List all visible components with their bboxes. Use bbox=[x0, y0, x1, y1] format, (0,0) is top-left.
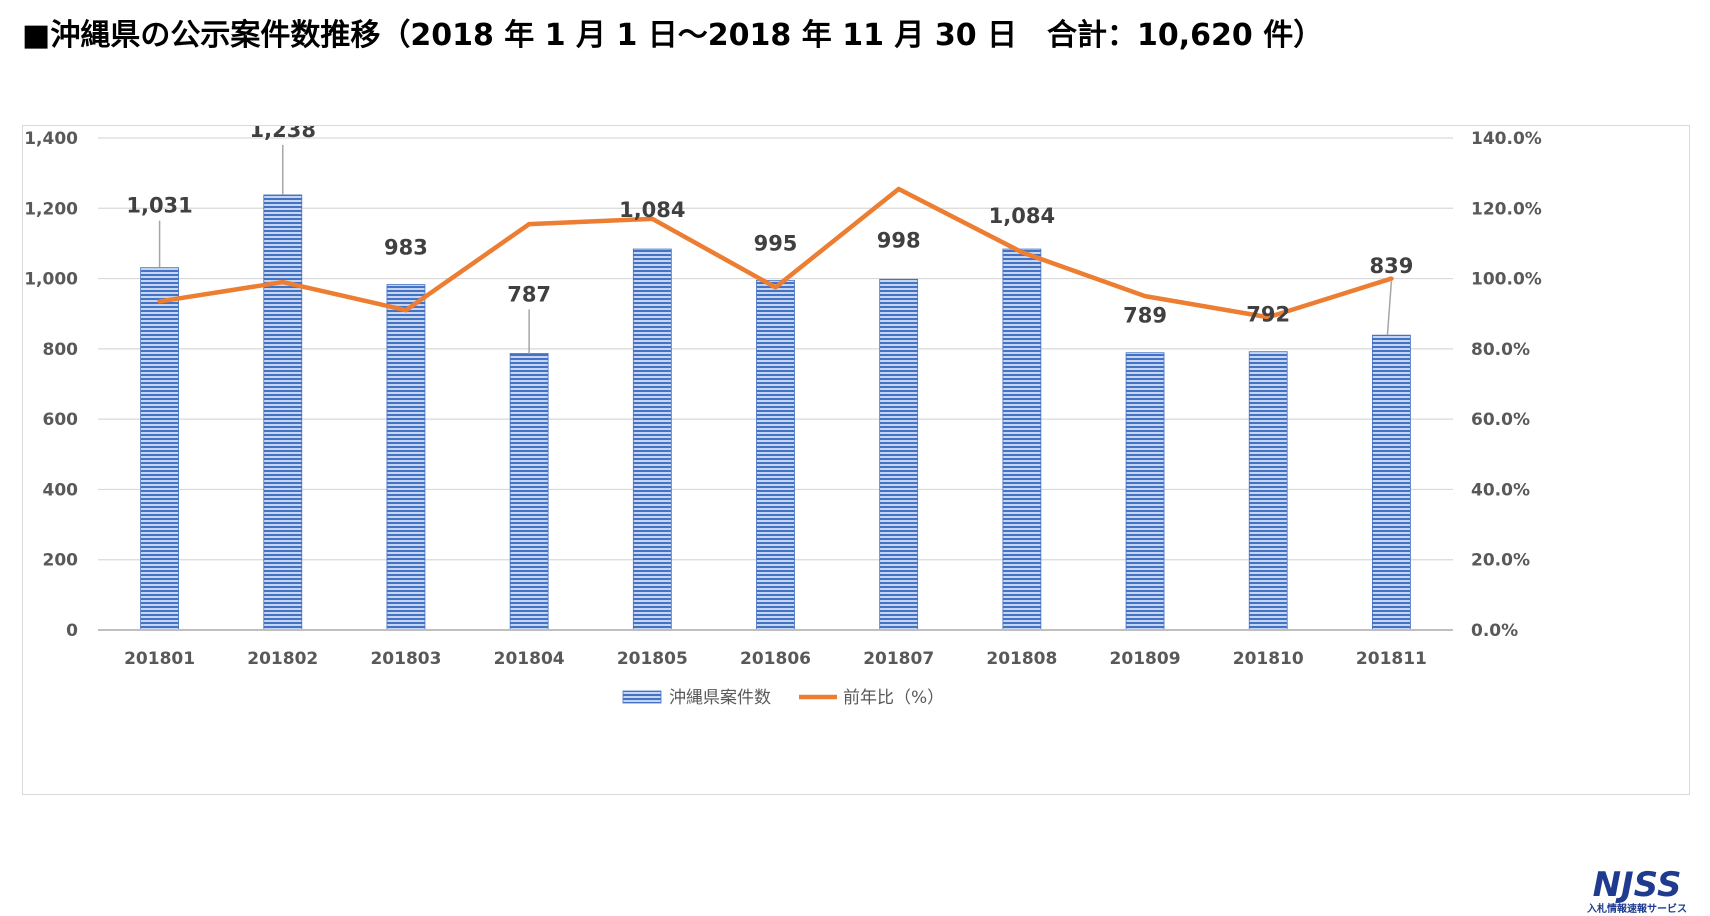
data-label: 1,084 bbox=[619, 198, 685, 222]
y-left-tick-label: 1,000 bbox=[24, 270, 78, 290]
bar bbox=[1126, 353, 1164, 630]
leader-line bbox=[1387, 281, 1391, 335]
bar bbox=[1003, 249, 1041, 630]
bar bbox=[1372, 335, 1410, 630]
logo-subtitle: 入札情報速報サービス bbox=[1587, 902, 1687, 915]
bar bbox=[510, 353, 548, 630]
y-left-tick-label: 400 bbox=[43, 480, 79, 500]
legend-label-bar: 沖縄県案件数 bbox=[669, 688, 771, 708]
x-tick-label: 201804 bbox=[494, 649, 565, 669]
chart-area: 1,031 1,238 983 787 1,084 995 998 1,084 789 792 83… bbox=[22, 125, 1690, 795]
y-right-tick-label: 40.0% bbox=[1471, 480, 1530, 500]
data-label: 983 bbox=[384, 236, 428, 260]
x-tick-label: 201810 bbox=[1233, 649, 1304, 669]
chart-svg: 1,031 1,238 983 787 1,084 995 998 1,084 789 792 83… bbox=[23, 126, 1691, 796]
y-left-tick-label: 0 bbox=[66, 621, 78, 641]
data-label: 787 bbox=[507, 282, 551, 306]
y-left-tick-label: 200 bbox=[43, 551, 79, 571]
y-right-tick-label: 100.0% bbox=[1471, 270, 1542, 290]
y-left-tick-label: 600 bbox=[43, 410, 79, 430]
data-label: 1,084 bbox=[989, 204, 1055, 228]
y-right-tick-label: 60.0% bbox=[1471, 410, 1530, 430]
x-tick-label: 201805 bbox=[617, 649, 688, 669]
y-right-tick-label: 120.0% bbox=[1471, 199, 1542, 219]
data-label: 1,238 bbox=[250, 126, 316, 142]
bar bbox=[264, 195, 302, 630]
chart-title: ■沖縄県の公示案件数推移（2018 年 1 月 1 日〜2018 年 11 月 … bbox=[22, 10, 1323, 54]
x-tick-label: 201811 bbox=[1356, 649, 1427, 669]
bar bbox=[387, 285, 425, 630]
y-left-tick-label: 1,200 bbox=[24, 199, 78, 219]
legend-swatch-bar bbox=[623, 691, 661, 703]
legend-label-line: 前年比（%） bbox=[843, 688, 944, 708]
data-label: 998 bbox=[877, 228, 921, 252]
bar bbox=[633, 249, 671, 630]
x-tick-label: 201809 bbox=[1110, 649, 1181, 669]
y-right-tick-label: 20.0% bbox=[1471, 551, 1530, 571]
x-tick-label: 201808 bbox=[986, 649, 1057, 669]
y-left-tick-label: 800 bbox=[43, 340, 79, 360]
x-tick-label: 201802 bbox=[247, 649, 318, 669]
x-tick-label: 201807 bbox=[863, 649, 934, 669]
data-label: 792 bbox=[1246, 303, 1290, 327]
bar bbox=[141, 268, 179, 630]
x-tick-label: 201803 bbox=[370, 649, 441, 669]
njss-logo: NJSS 入札情報速報サービス bbox=[1575, 864, 1700, 916]
x-tick-label: 201801 bbox=[124, 649, 195, 669]
bar bbox=[880, 279, 918, 630]
bar bbox=[757, 280, 795, 630]
y-right-tick-label: 80.0% bbox=[1471, 340, 1530, 360]
data-label: 839 bbox=[1369, 254, 1413, 278]
y-left-tick-label: 1,400 bbox=[24, 129, 78, 149]
logo-mark: NJSS bbox=[1593, 865, 1682, 905]
data-label: 995 bbox=[754, 231, 798, 255]
data-label: 1,031 bbox=[126, 194, 192, 218]
y-right-tick-label: 0.0% bbox=[1471, 621, 1518, 641]
bar bbox=[1249, 352, 1287, 630]
y-right-tick-label: 140.0% bbox=[1471, 129, 1542, 149]
data-label: 789 bbox=[1123, 304, 1167, 328]
x-tick-label: 201806 bbox=[740, 649, 811, 669]
